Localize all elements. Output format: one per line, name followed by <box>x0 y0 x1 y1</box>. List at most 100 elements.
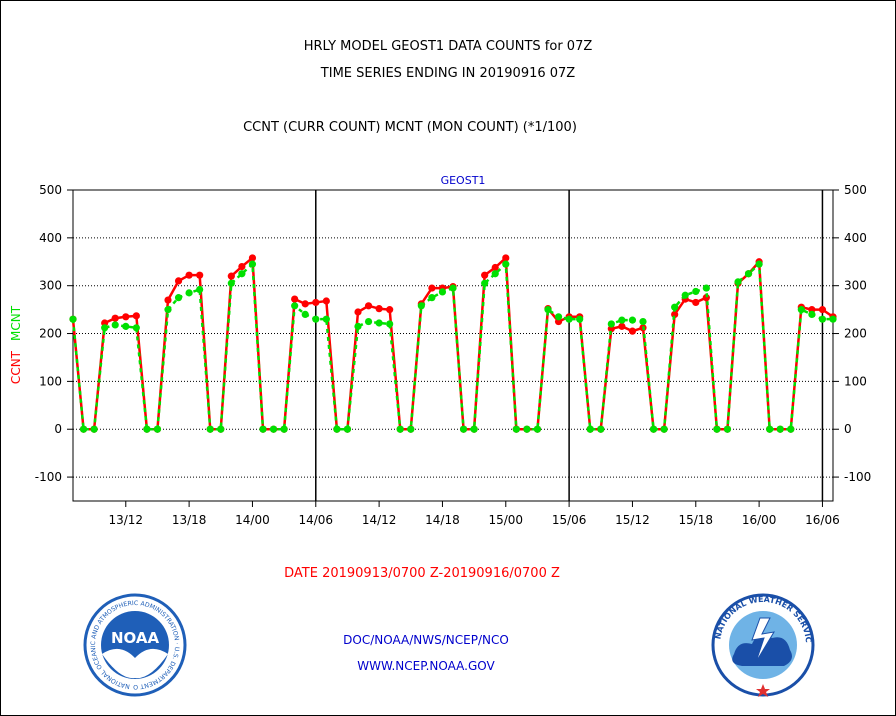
data-point-mcnt <box>238 270 246 278</box>
data-point-ccnt <box>132 312 140 320</box>
data-point-mcnt <box>776 425 784 433</box>
data-point-mcnt <box>533 425 542 433</box>
data-point-mcnt <box>143 425 151 433</box>
data-point-ccnt <box>618 322 626 330</box>
data-point-mcnt <box>322 315 330 323</box>
panel-label: GEOST1 <box>441 174 486 187</box>
data-point-ccnt <box>364 302 373 310</box>
y-tick-label-left: 0 <box>54 422 62 436</box>
y-tick-label-right: 0 <box>844 422 852 436</box>
data-point-mcnt <box>660 425 668 433</box>
x-tick-label: 13/12 <box>108 513 143 527</box>
data-point-mcnt <box>153 425 162 433</box>
data-point-mcnt <box>185 289 193 297</box>
data-point-mcnt <box>607 320 615 328</box>
data-point-mcnt <box>649 425 658 433</box>
data-point-ccnt <box>502 254 510 262</box>
x-tick-label: 16/00 <box>742 513 777 527</box>
x-tick-label: 15/18 <box>678 513 713 527</box>
x-tick-label: 13/18 <box>172 513 207 527</box>
data-point-mcnt <box>364 317 373 326</box>
data-point-mcnt <box>544 306 552 314</box>
data-point-mcnt <box>671 303 679 311</box>
data-point-mcnt <box>597 425 605 433</box>
svg-text:NOAA: NOAA <box>111 629 160 647</box>
data-point-mcnt <box>449 284 457 292</box>
data-point-mcnt <box>744 270 753 278</box>
y-tick-label-left: 100 <box>39 374 62 388</box>
y-tick-label-right: 100 <box>844 374 867 388</box>
org-label: DOC/NOAA/NWS/NCEP/NCO <box>343 633 509 647</box>
data-point-mcnt <box>797 306 805 314</box>
data-point-ccnt <box>122 313 130 321</box>
data-point-mcnt <box>692 287 700 296</box>
data-point-mcnt <box>576 315 584 323</box>
data-point-mcnt <box>628 316 637 324</box>
y-tick-label-left: 300 <box>39 279 62 293</box>
data-point-mcnt <box>428 294 436 302</box>
y-tick-label-right: 400 <box>844 231 867 245</box>
data-point-ccnt <box>196 271 204 279</box>
data-point-mcnt <box>396 425 404 433</box>
plot-frame <box>72 189 834 502</box>
data-point-ccnt <box>312 298 320 307</box>
data-point-mcnt <box>375 319 383 327</box>
data-point-mcnt <box>217 425 225 433</box>
data-point-mcnt <box>132 324 140 332</box>
data-point-mcnt <box>523 425 531 433</box>
x-tick-label: 14/00 <box>235 513 270 527</box>
x-tick-label: 14/18 <box>425 513 460 527</box>
y-tick-label-right: 200 <box>844 327 867 341</box>
data-point-mcnt <box>755 260 763 268</box>
data-point-mcnt <box>227 279 235 287</box>
x-tick-label: 15/00 <box>488 513 523 527</box>
data-point-mcnt <box>586 425 594 433</box>
data-point-mcnt <box>491 270 499 278</box>
x-tick-label: 14/06 <box>298 513 333 527</box>
data-point-mcnt <box>459 425 468 433</box>
data-point-mcnt <box>196 285 204 294</box>
y-axis-label-ccnt: CCNT <box>9 350 23 384</box>
x-tick-label: 14/12 <box>362 513 397 527</box>
y-tick-label-left: 500 <box>39 183 62 197</box>
data-point-ccnt <box>818 306 827 314</box>
data-point-ccnt <box>174 277 183 285</box>
data-point-mcnt <box>554 313 563 321</box>
data-point-mcnt <box>122 322 130 330</box>
data-point-ccnt <box>248 254 257 262</box>
data-point-mcnt <box>808 310 816 318</box>
data-point-mcnt <box>734 278 742 286</box>
data-point-mcnt <box>681 291 689 299</box>
data-point-mcnt <box>111 321 119 329</box>
data-point-ccnt <box>164 296 172 304</box>
data-point-mcnt <box>512 425 520 433</box>
data-point-mcnt <box>164 306 172 314</box>
data-point-ccnt <box>428 284 436 292</box>
data-point-mcnt <box>90 425 98 433</box>
noaa-logo-icon: NOAA NATIONAL OCEANIC AND ATMOSPHERIC AD… <box>80 592 187 697</box>
data-point-mcnt <box>354 322 362 330</box>
nws-logo-icon: NATIONAL WEATHER SERVICE <box>708 592 815 697</box>
data-point-mcnt <box>280 425 288 433</box>
data-point-ccnt <box>322 297 330 305</box>
y-tick-label-left: -100 <box>35 470 62 484</box>
data-point-mcnt <box>269 425 278 433</box>
data-point-mcnt <box>174 294 183 302</box>
data-point-mcnt <box>69 315 77 323</box>
data-point-ccnt <box>301 300 309 308</box>
data-point-mcnt <box>291 302 299 310</box>
x-tick-label: 15/06 <box>552 513 587 527</box>
data-point-mcnt <box>470 425 478 433</box>
data-point-mcnt <box>829 315 837 323</box>
data-point-ccnt <box>491 263 499 272</box>
data-point-ccnt <box>354 308 362 316</box>
website-link[interactable]: WWW.NCEP.NOAA.GOV <box>357 659 495 673</box>
x-tick-label: 15/12 <box>615 513 650 527</box>
data-point-mcnt <box>618 316 626 324</box>
data-point-mcnt <box>481 279 489 287</box>
data-point-ccnt <box>185 271 193 279</box>
chart-subtitle: CCNT (CURR COUNT) MCNT (MON COUNT) (*1/1… <box>243 120 577 135</box>
y-tick-label-right: -100 <box>844 470 871 484</box>
data-point-ccnt <box>291 295 299 303</box>
data-point-mcnt <box>79 425 88 433</box>
